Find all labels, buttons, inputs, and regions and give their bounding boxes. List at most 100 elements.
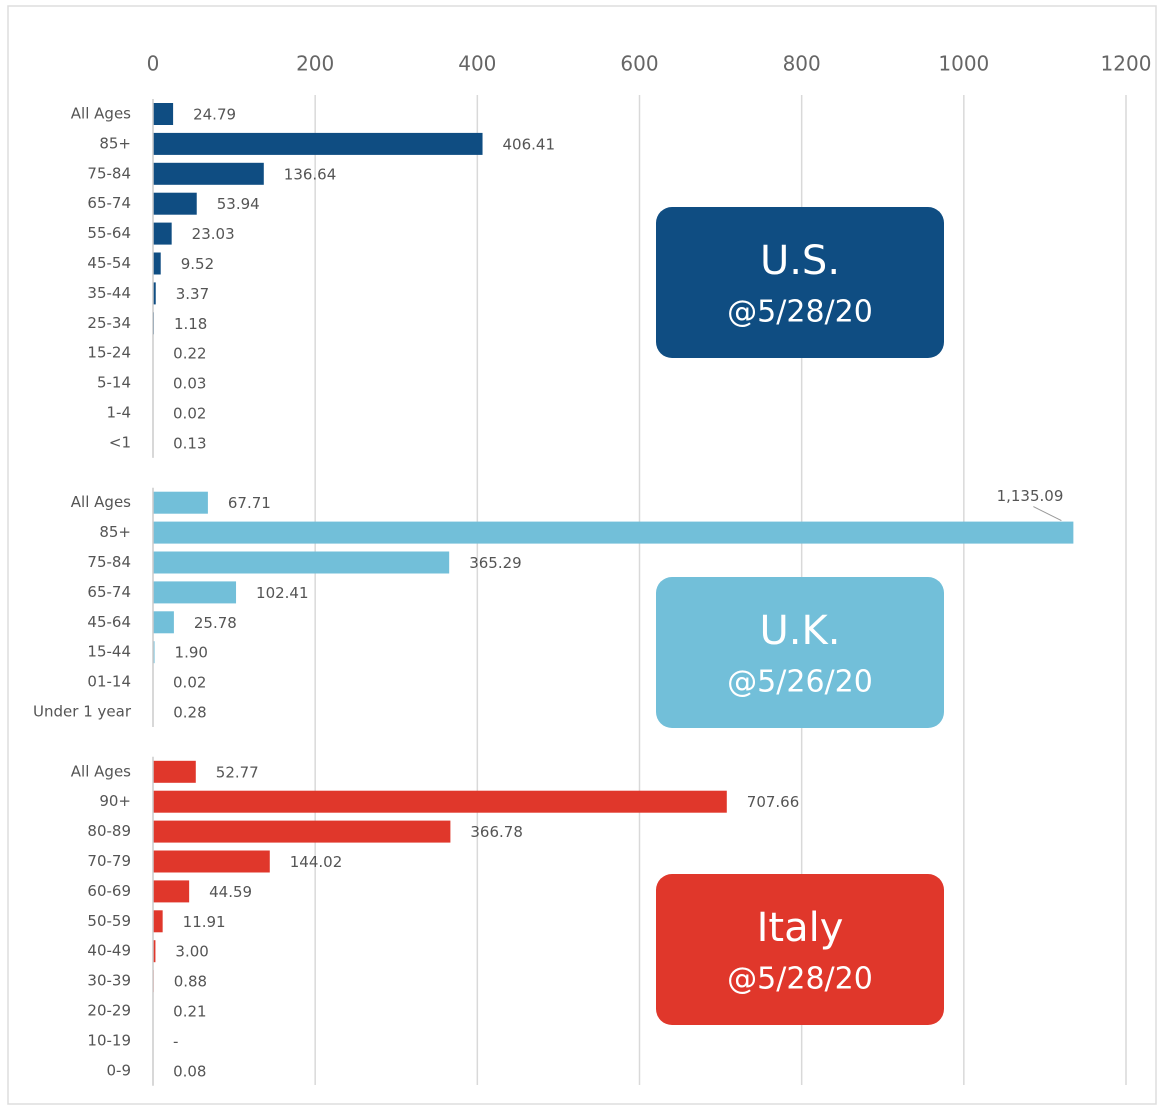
category-label: Under 1 year xyxy=(33,703,132,721)
value-label: 3.00 xyxy=(175,943,208,961)
bar xyxy=(153,790,727,813)
value-label: 406.41 xyxy=(503,135,556,153)
bar xyxy=(153,581,237,604)
value-label: 366.78 xyxy=(470,823,523,841)
group-box xyxy=(656,874,944,1025)
category-label: 65-74 xyxy=(87,194,131,212)
category-label: All Ages xyxy=(71,762,131,780)
box-date: @5/28/20 xyxy=(727,962,873,997)
value-label: 144.02 xyxy=(290,853,343,871)
x-tick-label: 400 xyxy=(458,52,496,76)
bar xyxy=(153,132,483,155)
category-label: 45-54 xyxy=(87,254,131,272)
box-date: @5/26/20 xyxy=(727,665,873,700)
value-label: 0.03 xyxy=(173,375,206,393)
category-label: 90+ xyxy=(99,792,131,810)
category-label: 5-14 xyxy=(97,374,131,392)
bar xyxy=(153,641,155,664)
category-label: 15-24 xyxy=(87,344,131,362)
value-label: 0.13 xyxy=(173,434,206,452)
value-label: 23.03 xyxy=(192,225,235,243)
value-label: 9.52 xyxy=(181,255,214,273)
bar xyxy=(153,940,156,963)
value-label: 136.64 xyxy=(284,165,337,183)
bar xyxy=(153,252,161,275)
value-label: 25.78 xyxy=(194,614,237,632)
value-label: 3.37 xyxy=(176,285,209,303)
category-label: 85+ xyxy=(99,523,131,541)
category-label: 55-64 xyxy=(87,224,131,242)
value-label: 67.71 xyxy=(228,494,271,512)
leader-line xyxy=(1033,506,1062,522)
category-label: 60-69 xyxy=(87,882,131,900)
value-label: 0.88 xyxy=(174,973,207,991)
category-label: 20-29 xyxy=(87,1002,131,1020)
category-label: 75-84 xyxy=(87,553,131,571)
category-label: 0-9 xyxy=(107,1061,132,1079)
x-tick-label: 800 xyxy=(783,52,821,76)
bar xyxy=(153,521,1074,544)
box-title: Italy xyxy=(757,905,844,951)
value-label: 11.91 xyxy=(183,913,226,931)
x-tick-label: 1200 xyxy=(1101,52,1152,76)
category-label: 65-74 xyxy=(87,583,131,601)
category-label: 01-14 xyxy=(87,673,131,691)
bar xyxy=(153,910,163,933)
category-label: 15-44 xyxy=(87,643,131,661)
value-label: - xyxy=(173,1032,178,1050)
box-title: U.K. xyxy=(760,608,841,654)
category-label: All Ages xyxy=(71,105,131,123)
bar xyxy=(153,491,208,514)
x-tick-label: 200 xyxy=(296,52,334,76)
bar xyxy=(153,103,174,125)
category-label: 30-39 xyxy=(87,972,131,990)
x-tick-label: 600 xyxy=(620,52,658,76)
category-label: 45-64 xyxy=(87,613,131,631)
value-label: 1,135.09 xyxy=(997,487,1064,505)
bar xyxy=(153,192,197,215)
bar xyxy=(153,880,190,903)
category-label: 35-44 xyxy=(87,284,131,302)
bar xyxy=(153,551,450,574)
value-label: 1.90 xyxy=(175,644,208,662)
category-label: 50-59 xyxy=(87,912,131,930)
value-label: 1.18 xyxy=(174,315,207,333)
category-label: <1 xyxy=(109,433,131,451)
value-label: 0.21 xyxy=(173,1003,206,1021)
value-label: 53.94 xyxy=(217,195,260,213)
bar xyxy=(153,820,451,843)
x-tick-label: 1000 xyxy=(938,52,989,76)
category-label: 10-19 xyxy=(87,1031,131,1049)
value-label: 0.08 xyxy=(173,1062,206,1080)
bar xyxy=(153,611,174,634)
value-label: 44.59 xyxy=(209,883,252,901)
bar xyxy=(153,850,270,873)
value-label: 102.41 xyxy=(256,584,309,602)
category-label: 25-34 xyxy=(87,314,131,332)
group-box xyxy=(656,577,944,728)
group-box xyxy=(656,207,944,358)
bar xyxy=(153,282,156,305)
value-label: 0.22 xyxy=(173,345,206,363)
value-label: 24.79 xyxy=(193,106,236,124)
category-label: 70-79 xyxy=(87,852,131,870)
category-label: 40-49 xyxy=(87,942,131,960)
bar xyxy=(153,162,264,185)
category-label: 1-4 xyxy=(107,404,132,422)
value-label: 52.77 xyxy=(216,763,259,781)
category-label: All Ages xyxy=(71,493,131,511)
value-label: 0.28 xyxy=(173,704,206,722)
value-label: 707.66 xyxy=(747,793,800,811)
box-date: @5/28/20 xyxy=(727,295,873,330)
value-label: 365.29 xyxy=(469,554,522,572)
value-label: 0.02 xyxy=(173,405,206,423)
value-label: 0.02 xyxy=(173,674,206,692)
category-label: 85+ xyxy=(99,134,131,152)
x-tick-label: 0 xyxy=(147,52,160,76)
category-label: 75-84 xyxy=(87,164,131,182)
bar xyxy=(153,760,196,783)
bar xyxy=(153,222,172,245)
box-title: U.S. xyxy=(760,238,840,284)
category-label: 80-89 xyxy=(87,822,131,840)
